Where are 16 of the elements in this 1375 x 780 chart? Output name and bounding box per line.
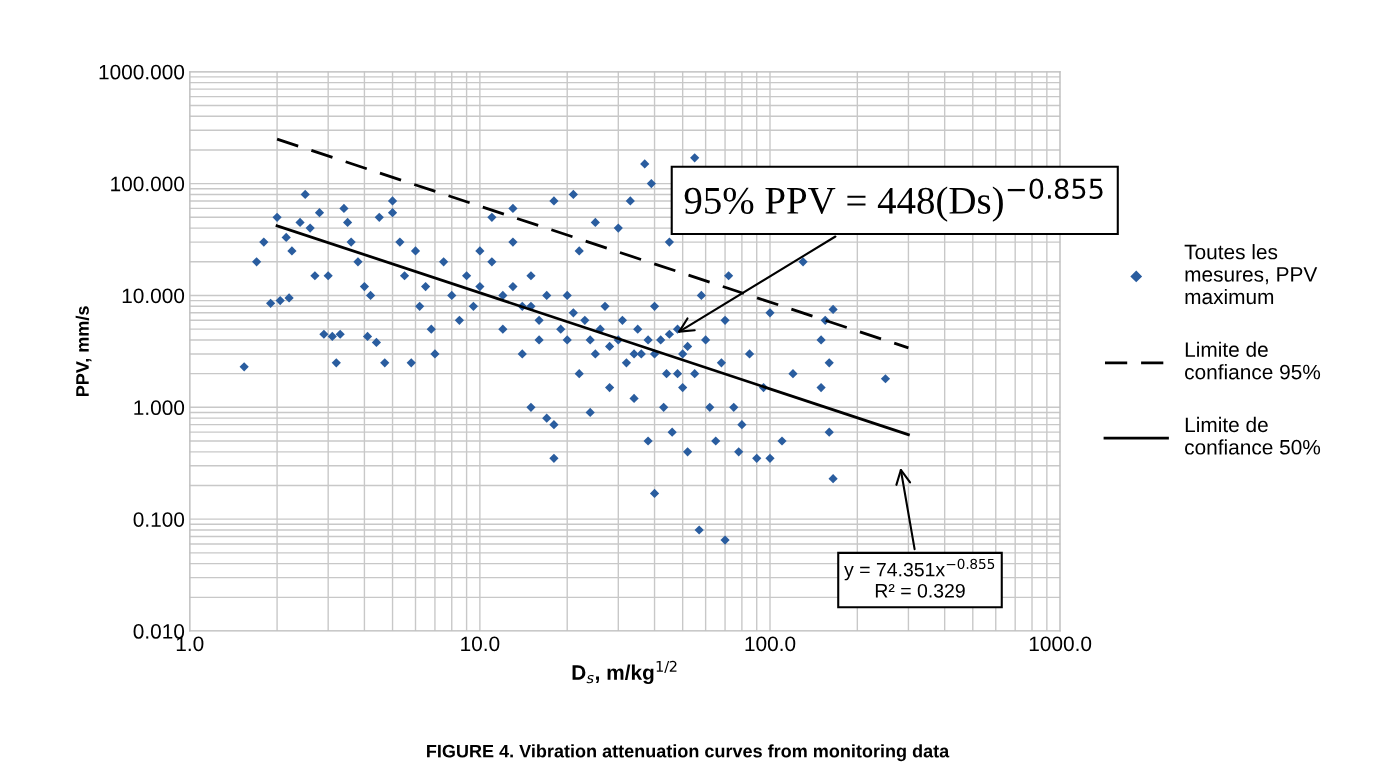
y-tick-label: 1.000	[134, 400, 185, 416]
legend-label: Limite de confiance 50%	[1185, 416, 1321, 455]
x-tick-label: 1000.0	[1029, 636, 1092, 652]
legend-label: Limite de confiance 95%	[1185, 341, 1321, 380]
annotation: 95% PPV = 448(Ds)$^{−0.855}$	[684, 178, 1103, 222]
y-tick-label: 100.000	[111, 176, 185, 192]
y-axis-title: PPV, mm/s	[75, 306, 92, 397]
text: FIGURE 4. Vibration attenuation curves from monitoring data	[427, 744, 950, 762]
y-tick-label: 0.100	[133, 512, 185, 527]
annotation: y = 74.351x$^{−0.855}$ R² = 0.329	[844, 558, 995, 598]
legend-label: Toutes les mesures, PPV maximum	[1184, 244, 1318, 305]
x-tick-label: 10.0	[461, 636, 500, 652]
x-axis-title: D$_{s}$, m/kg$^{1/2}$	[572, 660, 677, 685]
y-tick-label: 10.000	[122, 288, 185, 304]
x-tick-label: 100.0	[745, 636, 796, 652]
y-tick-label: 1000.000	[99, 64, 185, 80]
